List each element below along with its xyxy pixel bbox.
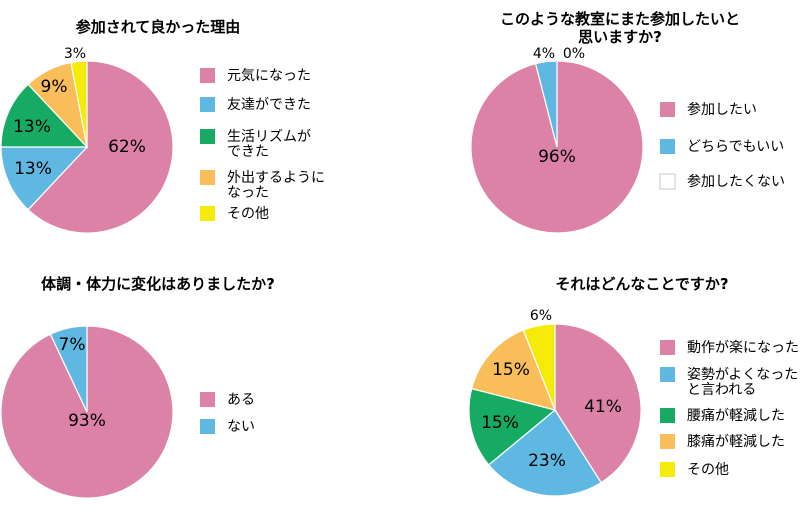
slice-label: 15%: [492, 360, 530, 380]
legend-label: 参加したい: [687, 101, 757, 118]
legend-swatch: [200, 68, 215, 83]
legend-label: 動作が楽になった: [687, 340, 799, 356]
pie-slice: [0, 325, 174, 499]
pie-slice: [470, 329, 556, 411]
pie-slice: [27, 60, 174, 234]
legend-swatch: [660, 434, 675, 449]
pie-chart-1: 参加されて良かった理由 62% 13% 13% 9% 3% 元気になった友達ができた生活リズ…: [0, 18, 325, 234]
chart-title: 体調・体力に変化はありましたか?: [41, 275, 275, 293]
slice-label: 0%: [563, 46, 585, 62]
legend-swatch: [660, 462, 675, 477]
pie-slice: [534, 60, 558, 148]
legend-label: 生活リズムが: [227, 129, 311, 145]
legend-swatch: [660, 139, 675, 154]
slice-label: 13%: [13, 117, 51, 137]
legend-label: 姿勢がよくなった: [687, 367, 798, 383]
legend-swatch: [660, 408, 675, 423]
legend-swatch: [660, 102, 675, 117]
pie-slice: [70, 60, 88, 148]
slice-label: 15%: [481, 413, 519, 433]
slice-label: 4%: [533, 46, 555, 62]
pie-slice: [0, 146, 89, 211]
legend-swatch: [660, 340, 675, 355]
slice-label: 23%: [528, 451, 566, 471]
pie-slice: [49, 325, 88, 413]
legend-label: 膝痛が軽減した: [687, 433, 785, 450]
legend-label: 友達ができた: [227, 97, 311, 113]
slice-label: 13%: [14, 159, 52, 179]
legend-label: ある: [227, 392, 255, 408]
slice-label: 62%: [108, 137, 146, 157]
slice-label: 6%: [530, 308, 552, 324]
legend-label: できた: [227, 144, 269, 160]
slice-label: 7%: [59, 335, 86, 355]
legend-label: ない: [227, 419, 255, 435]
legend-swatch: [200, 419, 215, 434]
legend-swatch: [200, 206, 215, 221]
pie-chart-4: それはどんなことですか? 41% 23% 15% 15% 6% 動作が楽になった姿勢がよくな…: [468, 275, 799, 497]
legend-label: 外出するように: [227, 170, 325, 186]
pie-slice: [487, 409, 602, 497]
legend-label: 元気になった: [227, 68, 311, 84]
slice-label: 93%: [68, 411, 106, 431]
pie-slice: [522, 323, 556, 411]
legend-swatch: [200, 129, 215, 144]
chart-title-line: 思いますか?: [578, 28, 662, 46]
legend-swatch: [200, 170, 215, 185]
chart-title-line: このような教室にまた参加したいと: [500, 10, 740, 28]
slice-label: 96%: [538, 147, 576, 167]
legend-swatch: [660, 367, 675, 382]
legend-label: 参加したくない: [687, 173, 785, 190]
legend-label: その他: [227, 206, 269, 222]
legend-label: どちらでもいい: [687, 139, 784, 155]
chart-title: それはどんなことですか?: [555, 275, 728, 293]
slice-label: 9%: [41, 77, 68, 97]
pie-slice: [468, 387, 557, 466]
chart-title: 参加されて良かった理由: [76, 18, 241, 36]
legend-label: なった: [227, 185, 269, 201]
legend-swatch: [659, 173, 676, 190]
pie-slice: [0, 83, 89, 148]
slice-label: 3%: [64, 46, 86, 62]
legend-label: と言われる: [687, 382, 756, 398]
legend-label: その他: [687, 462, 729, 478]
legend-label: 腰痛が軽減した: [687, 407, 785, 424]
slice-label: 41%: [584, 397, 622, 417]
legend-swatch: [200, 97, 215, 112]
legend-swatch: [200, 392, 215, 407]
